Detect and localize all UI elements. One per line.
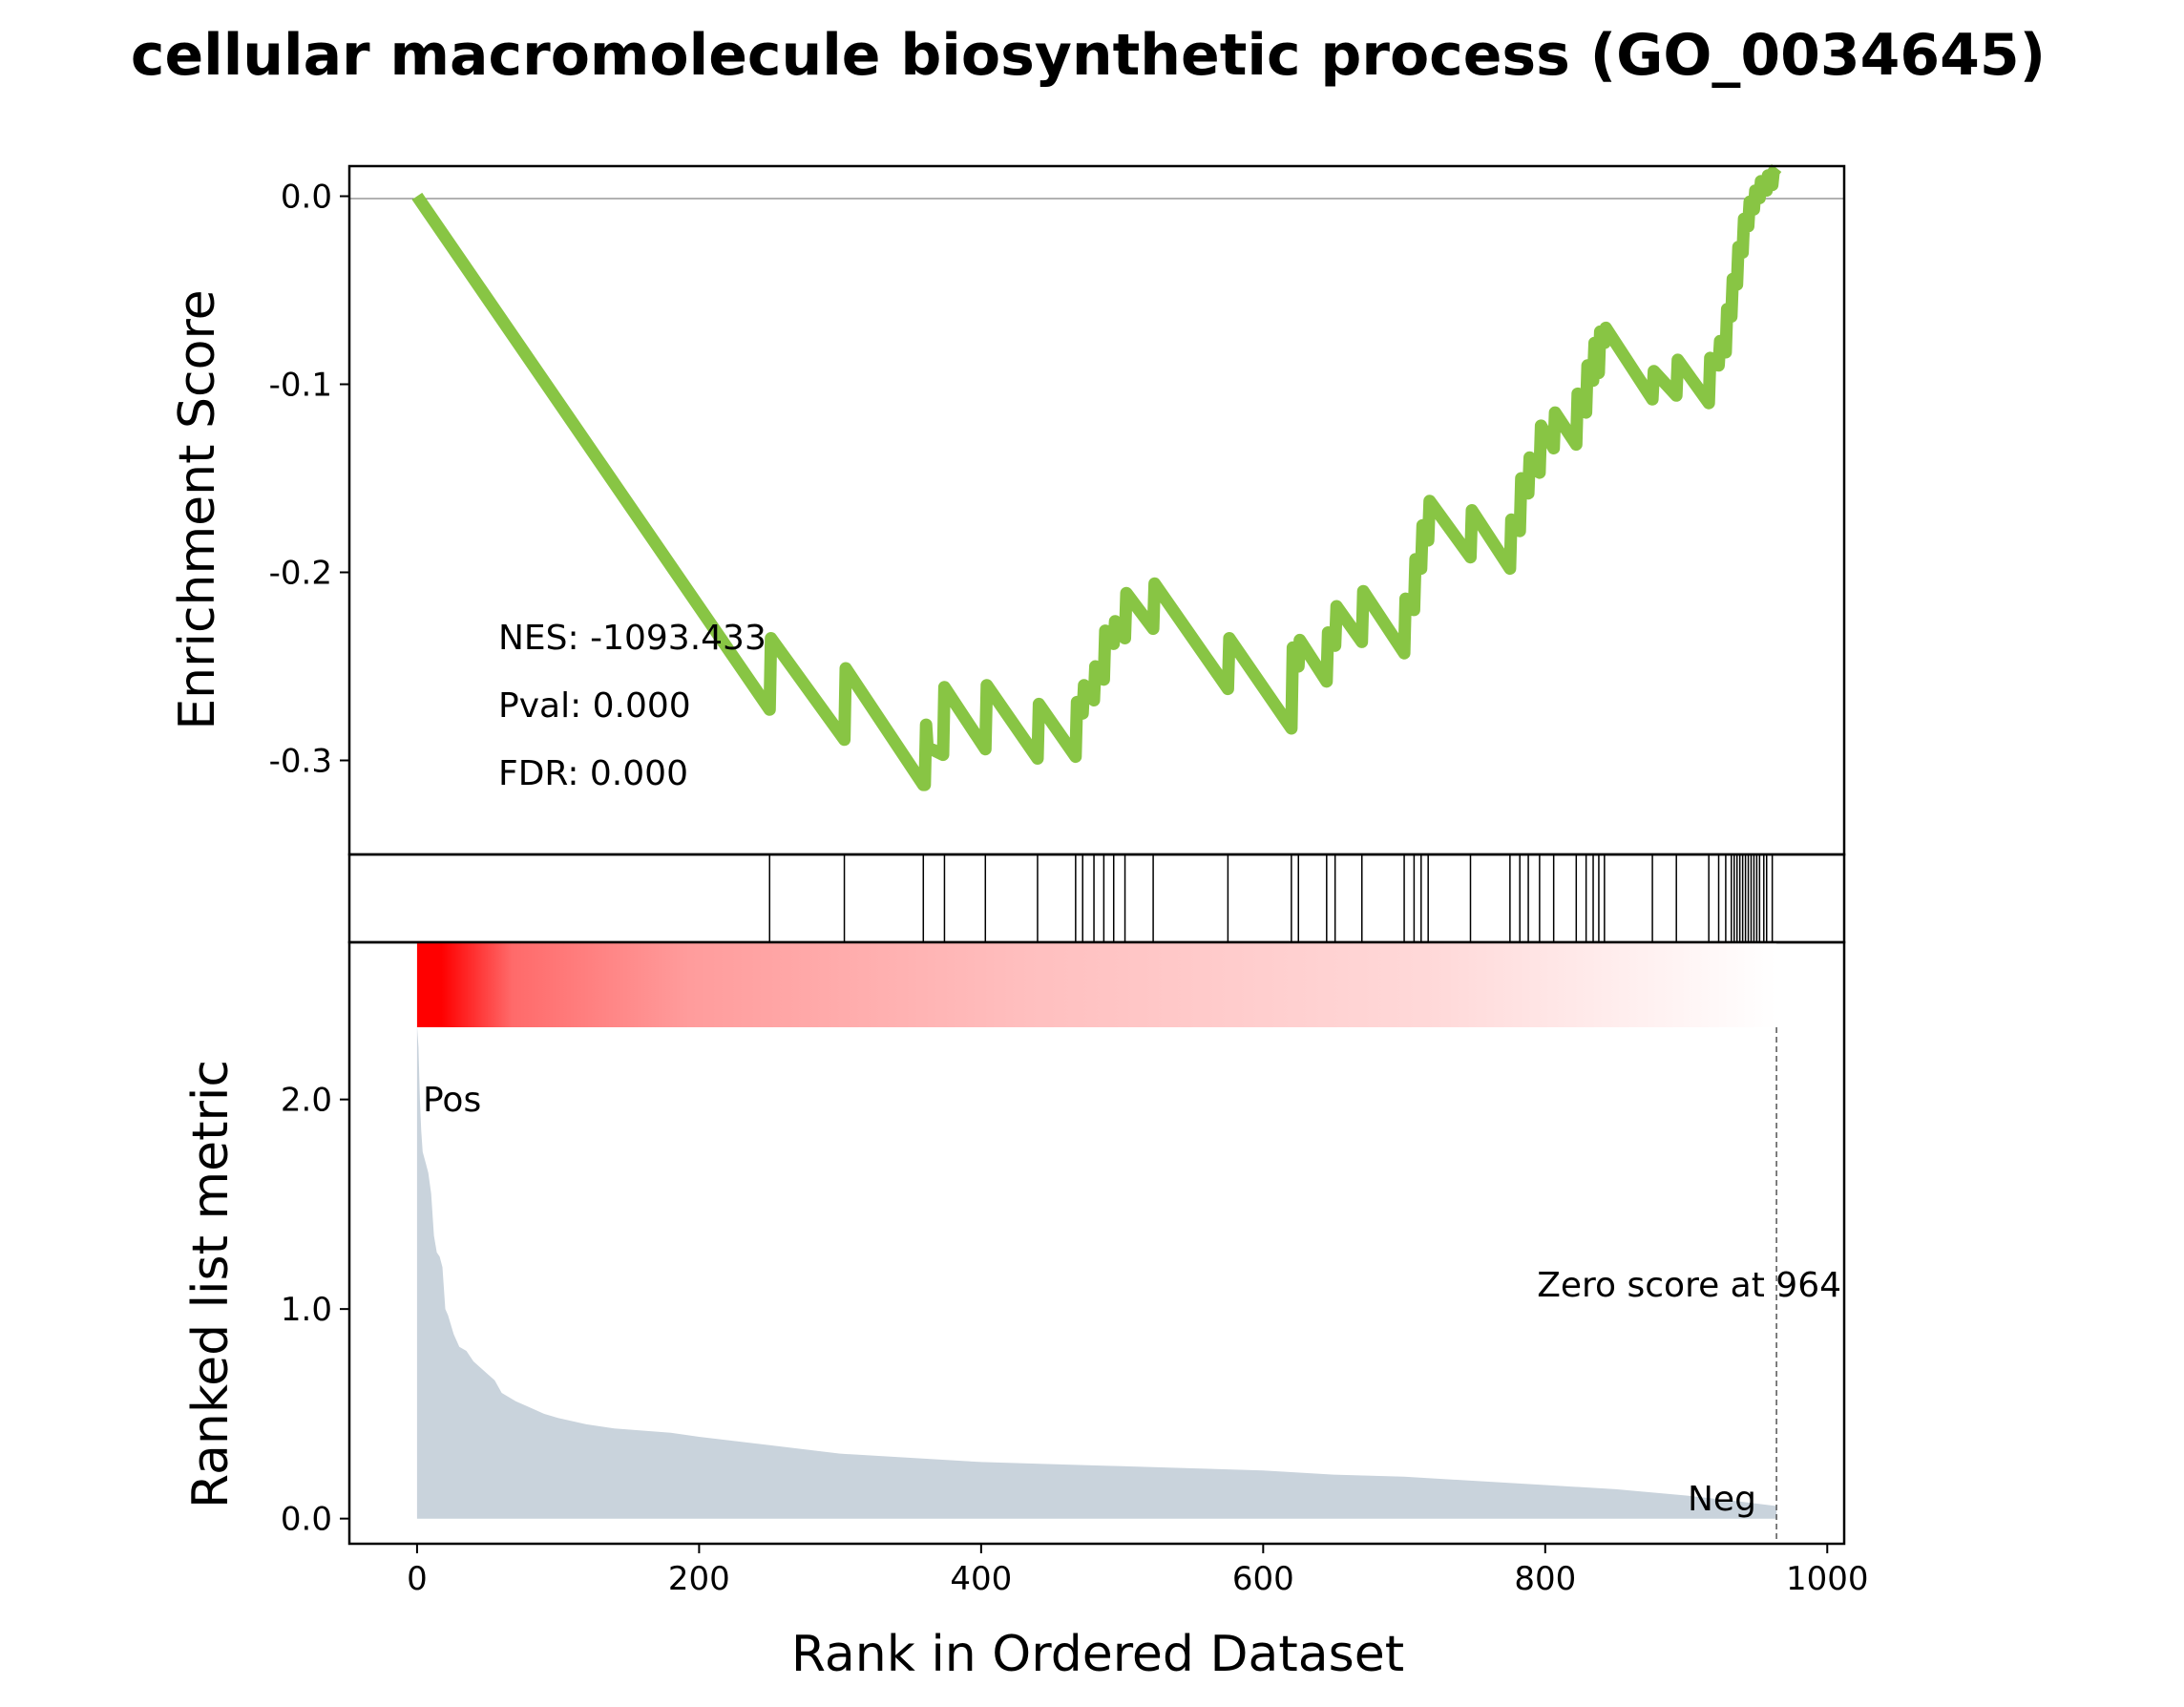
- rank-y-tick-label: 0.0: [281, 1501, 332, 1539]
- rank-y-tick-label: 1.0: [281, 1291, 332, 1329]
- gene-hits-panel: [347, 853, 1846, 944]
- rank-y-tick-label: 2.0: [281, 1082, 332, 1120]
- x-tick-label: 200: [668, 1560, 730, 1598]
- es-y-tick-label: 0.0: [281, 179, 332, 217]
- enrichment-score-panel: 0.0 -0.1 -0.2 -0.3 NES: -1093.433 Pval: 0.0…: [169, 164, 1846, 856]
- es-y-tick-label: -0.1: [269, 367, 332, 405]
- rank-y-axis-label: Ranked list metric: [182, 1060, 240, 1508]
- x-tick-label: 400: [950, 1560, 1012, 1598]
- hits-panel-frame: [347, 853, 1846, 944]
- x-tick-label: 0: [407, 1560, 428, 1598]
- x-ticks: 0 200 400 600 800 1000: [407, 1544, 1869, 1598]
- es-panel-frame: [347, 164, 1846, 856]
- rank-y-ticks: 0.0 1.0 2.0: [281, 1082, 349, 1539]
- x-tick-label: 600: [1232, 1560, 1294, 1598]
- chart-title: cellular macromolecule biosynthetic proc…: [131, 22, 2046, 89]
- enrichment-score-line: [411, 164, 1782, 791]
- rank-panel-frame: [347, 940, 1846, 1546]
- pval-stat: Pval: 0.000: [498, 686, 691, 726]
- hit-lines: [768, 854, 1774, 942]
- es-y-ticks: 0.0 -0.1 -0.2 -0.3: [269, 179, 349, 781]
- x-tick-label: 1000: [1786, 1560, 1869, 1598]
- es-y-tick-label: -0.3: [269, 743, 332, 781]
- es-y-tick-label: -0.2: [269, 555, 332, 593]
- neg-label: Neg: [1688, 1480, 1756, 1519]
- ranked-metric-area: [416, 1025, 1777, 1519]
- zero-score-annotation: Zero score at 964: [1537, 1266, 1841, 1305]
- nes-stat: NES: -1093.433: [498, 619, 766, 658]
- x-tick-label: 800: [1514, 1560, 1576, 1598]
- pos-label: Pos: [423, 1081, 481, 1120]
- fdr-stat: FDR: 0.000: [498, 754, 688, 793]
- es-y-axis-label: Enrichment Score: [169, 289, 226, 729]
- x-axis-label: Rank in Ordered Dataset: [791, 1626, 1404, 1683]
- rank-heatmap-bar: [416, 942, 1777, 1027]
- ranked-metric-panel: Pos Neg Zero score at 964 0.0 1.0 2.0 0 200…: [182, 940, 1869, 1683]
